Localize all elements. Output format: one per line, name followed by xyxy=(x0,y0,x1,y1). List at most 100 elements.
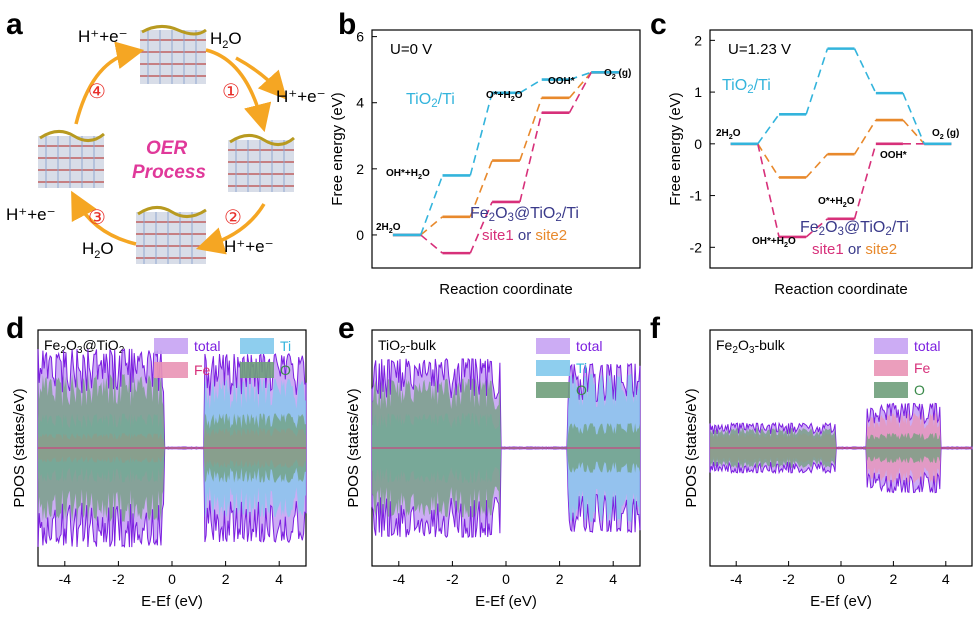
step-label: OOH* xyxy=(880,150,907,161)
energy-connector xyxy=(568,71,592,99)
arrow-step-1 xyxy=(205,48,272,133)
panel-label-e: e xyxy=(338,312,355,345)
svg-text:③: ③ xyxy=(88,207,106,229)
x-tick-label: 4 xyxy=(275,571,283,587)
legend-swatch-ti xyxy=(240,338,274,354)
arrow-step-1-out xyxy=(235,56,288,100)
x-tick-label: 2 xyxy=(556,571,564,587)
x-tick-label: -2 xyxy=(446,571,459,587)
energy-connector xyxy=(469,160,493,218)
y-tick-label: 2 xyxy=(694,32,702,48)
y-tick-label: -1 xyxy=(690,188,703,204)
panel-label-f: f xyxy=(650,312,661,345)
label-hpe-right: H⁺+e⁻ xyxy=(276,87,326,106)
y-tick-label: 0 xyxy=(694,136,702,152)
arrow-step-3 xyxy=(71,190,137,246)
energy-connector xyxy=(519,78,543,94)
energy-connector xyxy=(519,112,543,203)
legend-swatch-total xyxy=(874,338,908,354)
x-tick-label: -2 xyxy=(112,571,125,587)
slab-top xyxy=(140,25,207,84)
legend-tio2-label: TiO2/Ti xyxy=(406,91,455,110)
step-number-3: ③ xyxy=(88,207,106,229)
energy-connector xyxy=(805,218,828,238)
x-tick-label: 4 xyxy=(609,571,617,587)
panel-label-c: c xyxy=(650,8,667,41)
free-energy-chart-c: -2 -1 0 1 2 Reaction coordinate Free energy (e… xyxy=(667,29,973,298)
legend-swatch-fe xyxy=(874,360,908,376)
oer-cycle-diagram: ① ② ③ ④ H2O H⁺+e⁻ H⁺+e⁻ H⁺+e⁻ H⁺+e⁻ H2O … xyxy=(6,25,326,264)
free-energy-chart-b: 0 2 4 6 Reaction coordinate Free energy (eV) U… xyxy=(329,29,641,298)
energy-connector xyxy=(469,92,493,176)
legend-label-total: total xyxy=(194,338,220,354)
chart-title: U=0 V xyxy=(390,41,432,58)
x-tick-label: 2 xyxy=(890,571,898,587)
x-axis-label: Reaction coordinate xyxy=(439,281,572,298)
y-tick-label: 2 xyxy=(356,161,364,177)
label-h2o-top: H2O xyxy=(210,29,242,51)
label-hpe-left: H⁺+e⁻ xyxy=(6,205,56,224)
x-axis-label: E-Ef (eV) xyxy=(475,593,537,610)
legend-label-o: O xyxy=(280,362,291,378)
x-tick-label: -4 xyxy=(730,571,743,587)
energy-connector xyxy=(757,143,780,178)
energy-connector xyxy=(519,97,543,161)
energy-connector xyxy=(853,119,877,155)
y-axis-label: PDOS (states/eV) xyxy=(345,388,362,507)
chart-title: Fe2O3@TiO2 xyxy=(44,337,125,356)
panel-label-d: d xyxy=(6,312,24,345)
legend-label-o: O xyxy=(914,382,925,398)
legend-label-fe: Fe xyxy=(194,362,211,378)
legend-swatch-total xyxy=(536,338,570,354)
legend-label-o: O xyxy=(576,382,587,398)
y-tick-label: 1 xyxy=(694,84,702,100)
y-tick-label: 6 xyxy=(356,29,364,45)
legend-swatch-total xyxy=(154,338,188,354)
step-label: O*+H2O xyxy=(486,90,523,103)
energy-connector xyxy=(902,92,925,145)
step-number-1: ① xyxy=(222,81,240,103)
chart-title: U=1.23 V xyxy=(728,41,791,58)
step-label: 2H2O xyxy=(716,128,741,141)
x-tick-label: 4 xyxy=(942,571,950,587)
label-hpe-top: H⁺+e⁻ xyxy=(78,27,128,46)
legend-tio2-label: TiO2/Ti xyxy=(722,77,771,96)
oer-title-1: OER xyxy=(146,138,187,159)
svg-text:②: ② xyxy=(224,207,242,229)
step-label: 2H2O xyxy=(376,222,401,235)
energy-connector xyxy=(853,48,877,94)
x-tick-label: -4 xyxy=(393,571,406,587)
step-label: O2 (g) xyxy=(932,128,959,141)
energy-connector xyxy=(568,71,593,114)
x-tick-label: -4 xyxy=(59,571,72,587)
energy-connector xyxy=(420,234,444,254)
x-tick-label: 2 xyxy=(222,571,230,587)
step-label: OH*+H2O xyxy=(386,168,430,181)
slab-right xyxy=(228,134,295,192)
legend-label-fe: Fe xyxy=(914,360,931,376)
step-label: O2 (g) xyxy=(604,68,631,81)
label-h2o-bottom: H2O xyxy=(82,239,114,261)
legend-label-ti: Ti xyxy=(280,338,291,354)
y-axis-label: Free energy (eV) xyxy=(667,92,684,205)
arrow-step-4 xyxy=(74,41,145,125)
pdos-chart-d: -4 -2 0 2 4 E-Ef (eV) PDOS (states/eV) Fe2O3@Ti… xyxy=(11,329,307,610)
arrow-step-2 xyxy=(195,203,266,255)
y-tick-label: 0 xyxy=(356,227,364,243)
y-axis-label: Free energy (eV) xyxy=(329,92,346,205)
energy-connector xyxy=(902,119,925,145)
label-hpe-bottom: H⁺+e⁻ xyxy=(224,237,274,256)
step-number-2: ② xyxy=(224,207,242,229)
step-label: OOH* xyxy=(548,76,575,87)
y-tick-label: 4 xyxy=(356,95,364,111)
panel-label-b: b xyxy=(338,8,356,41)
x-axis-label: E-Ef (eV) xyxy=(141,593,203,610)
pdos-chart-e: -4 -2 0 2 4 E-Ef (eV) PDOS (states/eV) TiO2-bul… xyxy=(345,329,641,610)
panel-label-a: a xyxy=(6,8,23,41)
legend-sites: site1 or site2 xyxy=(482,227,567,244)
y-axis-label: PDOS (states/eV) xyxy=(683,388,700,507)
x-tick-label: 0 xyxy=(502,571,510,587)
legend-swatch-ti xyxy=(536,360,570,376)
x-tick-label: 0 xyxy=(168,571,176,587)
